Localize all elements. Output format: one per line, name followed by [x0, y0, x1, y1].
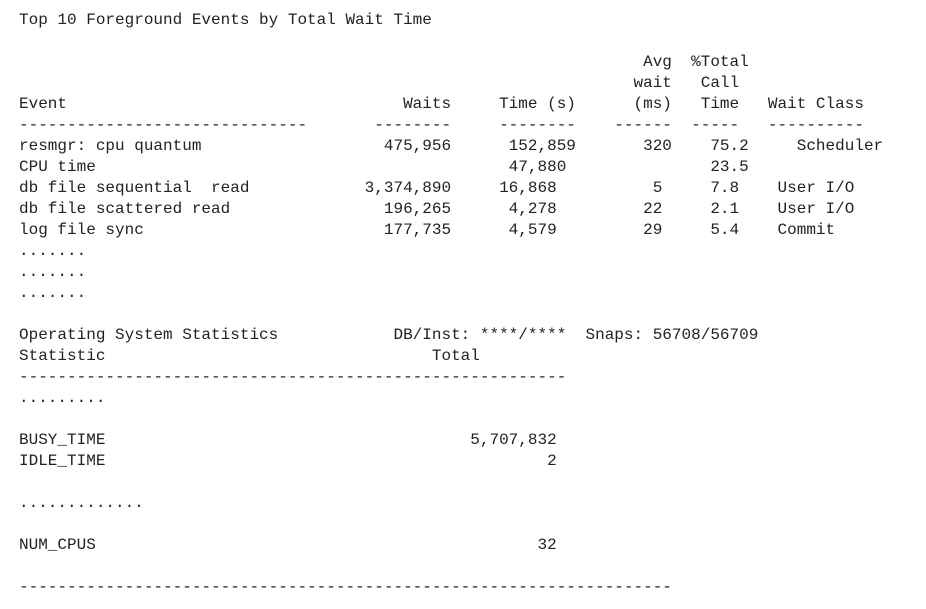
blank-line — [19, 472, 926, 493]
event-row-log-file-sync: log file sync 177,735 4,579 29 5.4 Commi… — [19, 221, 836, 239]
os-stats-divider: ----------------------------------------… — [19, 368, 567, 386]
events-header-row-1: Avg %Total — [19, 53, 749, 71]
os-stats-column-headers: Statistic Total — [19, 347, 480, 365]
ellipsis-line: ....... — [19, 263, 87, 281]
os-stat-num-cpus: NUM_CPUS 32 — [19, 536, 557, 554]
event-row-db-file-sequential-read: db file sequential read 3,374,890 16,868… — [19, 179, 855, 197]
event-row-resmgr-cpu-quantum: resmgr: cpu quantum 475,956 152,859 320 … — [19, 137, 884, 155]
os-stat-busy-time: BUSY_TIME 5,707,832 — [19, 431, 557, 449]
ellipsis-line: ......... — [19, 389, 106, 407]
blank-line — [19, 304, 926, 325]
os-stat-idle-time: IDLE_TIME 2 — [19, 452, 557, 470]
section-end-divider: ----------------------------------------… — [19, 578, 672, 596]
blank-line — [19, 556, 926, 577]
ellipsis-line: ............. — [19, 494, 144, 512]
os-stats-title-line: Operating System Statistics DB/Inst: ***… — [19, 326, 759, 344]
events-header-row-2: wait Call — [19, 74, 740, 92]
ellipsis-line: ....... — [19, 242, 87, 260]
events-column-headers: Event Waits Time (s) (ms) Time Wait Clas… — [19, 95, 864, 113]
report-title: Top 10 Foreground Events by Total Wait T… — [19, 11, 432, 29]
ellipsis-line: ....... — [19, 284, 87, 302]
event-row-db-file-scattered-read: db file scattered read 196,265 4,278 22 … — [19, 200, 855, 218]
event-row-cpu-time: CPU time 47,880 23.5 — [19, 158, 749, 176]
blank-line — [19, 409, 926, 430]
blank-line — [19, 514, 926, 535]
events-header-divider: ------------------------------ -------- … — [19, 116, 864, 134]
blank-line — [19, 31, 926, 52]
